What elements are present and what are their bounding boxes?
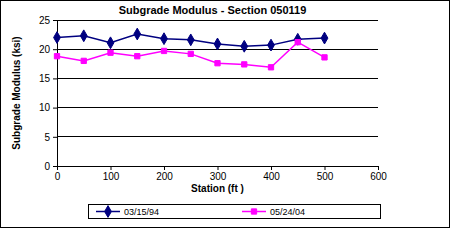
series-marker bbox=[295, 40, 300, 45]
x-tick-label: 200 bbox=[156, 171, 173, 182]
series-marker bbox=[161, 33, 168, 45]
y-tick-label: 25 bbox=[39, 15, 51, 26]
legend-box bbox=[89, 205, 381, 219]
x-tick: 100 bbox=[103, 166, 120, 182]
x-tick-label: 600 bbox=[370, 171, 387, 182]
series-line bbox=[57, 34, 325, 46]
series-marker bbox=[188, 51, 193, 56]
y-tick-mark bbox=[53, 108, 57, 109]
y-tick: 0 bbox=[44, 161, 57, 172]
series-marker bbox=[107, 37, 114, 49]
x-tick: 300 bbox=[210, 166, 227, 182]
series-marker bbox=[134, 28, 141, 40]
y-tick-mark bbox=[53, 78, 57, 79]
x-tick-label: 500 bbox=[317, 171, 334, 182]
grid-line bbox=[57, 78, 378, 79]
x-tick: 400 bbox=[263, 166, 280, 182]
x-tick: 500 bbox=[317, 166, 334, 182]
grid-line bbox=[57, 107, 378, 108]
legend: 03/15/94 05/24/04 bbox=[89, 205, 381, 219]
chart-border bbox=[1, 1, 450, 228]
x-axis: 0 100 200 300 400 500 600 bbox=[55, 166, 388, 182]
x-axis-line bbox=[58, 167, 379, 171]
series-marker bbox=[54, 54, 59, 59]
y-tick-label: 0 bbox=[44, 161, 50, 172]
series-marker bbox=[81, 58, 86, 63]
series-marker bbox=[242, 62, 247, 67]
series-line bbox=[57, 42, 325, 67]
series-marker bbox=[321, 32, 328, 44]
series-marker bbox=[215, 61, 220, 66]
y-tick-label: 15 bbox=[39, 73, 51, 84]
y-tick: 15 bbox=[39, 73, 57, 84]
series-marker bbox=[214, 38, 221, 50]
y-tick-mark bbox=[53, 137, 57, 138]
y-tick: 5 bbox=[44, 132, 57, 143]
series-marker bbox=[80, 30, 87, 42]
series-marker bbox=[161, 48, 166, 53]
plot-area bbox=[54, 28, 328, 70]
legend-marker bbox=[105, 206, 112, 218]
x-tick-mark bbox=[378, 166, 379, 170]
legend-label: 03/15/94 bbox=[124, 207, 159, 217]
y-tick-mark bbox=[53, 20, 57, 21]
chart-title: Subgrade Modulus - Section 050119 bbox=[119, 4, 307, 16]
legend-item: 05/24/04 bbox=[242, 207, 305, 217]
x-tick-mark bbox=[325, 166, 326, 170]
series-marker bbox=[268, 39, 275, 51]
series-marker bbox=[108, 50, 113, 55]
chart: 0 100 200 300 400 500 600 0 5 10 15 20 25 Subgrade Mo… bbox=[0, 0, 450, 228]
legend-label: 05/24/04 bbox=[270, 207, 305, 217]
y-tick: 10 bbox=[39, 102, 57, 113]
series-marker bbox=[187, 34, 194, 46]
y-tick-mark bbox=[53, 166, 57, 167]
series-marker bbox=[322, 55, 327, 60]
grid-line bbox=[57, 136, 378, 137]
series-marker bbox=[241, 40, 248, 52]
y-tick: 25 bbox=[39, 15, 57, 26]
x-tick-label: 400 bbox=[263, 171, 280, 182]
x-tick-mark bbox=[164, 166, 165, 170]
y-tick-label: 20 bbox=[39, 44, 51, 55]
y-axis-label: Subgrade Modulus (ksi) bbox=[11, 36, 22, 149]
x-tick: 200 bbox=[156, 166, 173, 182]
grid-line bbox=[57, 20, 378, 21]
y-tick-label: 5 bbox=[44, 132, 50, 143]
x-tick: 600 bbox=[370, 166, 387, 182]
series-marker bbox=[294, 33, 301, 45]
series-marker bbox=[135, 54, 140, 59]
y-tick-label: 10 bbox=[39, 102, 51, 113]
x-tick-mark bbox=[218, 166, 219, 170]
series-marker bbox=[54, 32, 61, 44]
legend-item: 03/15/94 bbox=[96, 206, 159, 218]
x-axis-label: Station (ft ) bbox=[191, 183, 244, 194]
x-tick-label: 300 bbox=[210, 171, 227, 182]
series-marker bbox=[268, 65, 273, 70]
x-tick-mark bbox=[111, 166, 112, 170]
x-tick-label: 100 bbox=[103, 171, 120, 182]
x-tick: 0 bbox=[55, 166, 61, 182]
grid bbox=[57, 20, 378, 166]
legend-marker bbox=[251, 209, 256, 214]
x-tick-mark bbox=[271, 166, 272, 170]
y-tick-mark bbox=[53, 49, 57, 50]
x-tick-label: 0 bbox=[55, 171, 61, 182]
